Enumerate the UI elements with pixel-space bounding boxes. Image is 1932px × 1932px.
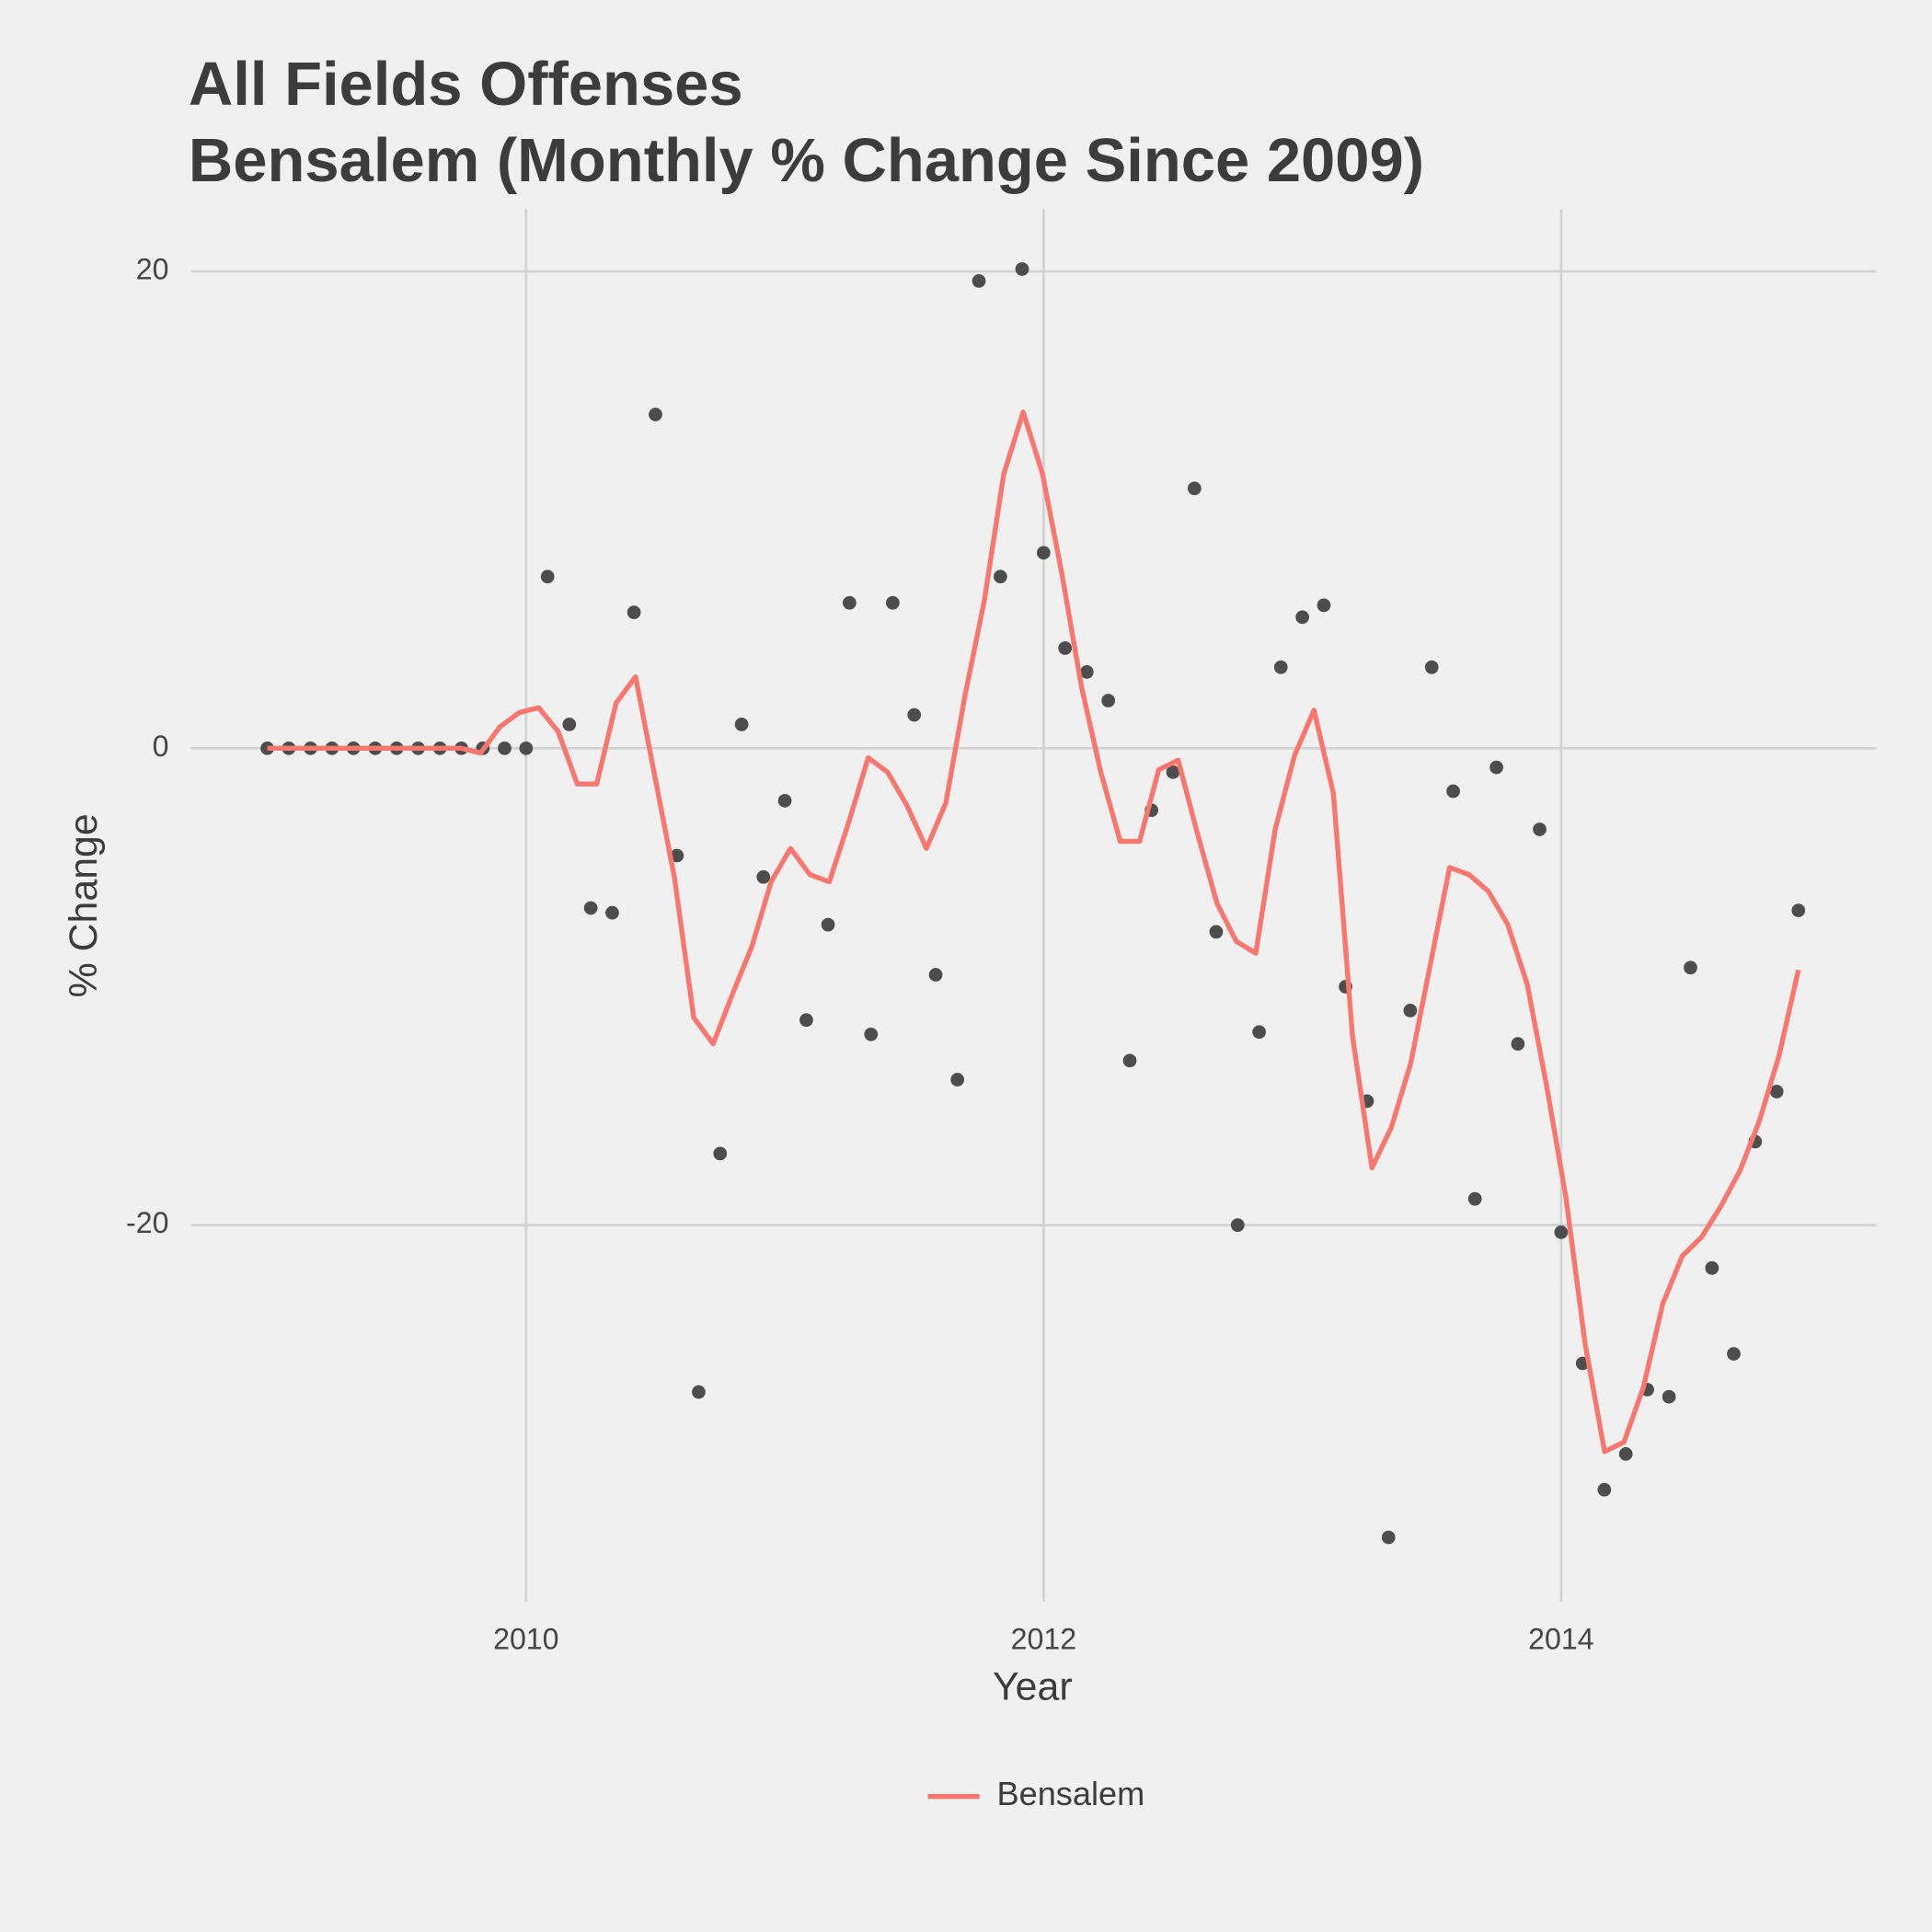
point xyxy=(519,741,534,755)
point xyxy=(1554,1225,1569,1239)
point xyxy=(1791,903,1806,917)
point xyxy=(821,917,835,932)
point xyxy=(498,741,512,755)
x-tick-label: 2010 xyxy=(493,1622,558,1655)
point xyxy=(1597,1482,1612,1497)
x-tick-label: 2012 xyxy=(1011,1622,1076,1655)
point xyxy=(713,1146,728,1161)
point xyxy=(777,793,792,808)
point xyxy=(1317,598,1331,613)
point xyxy=(843,595,857,610)
y-tick-label: -20 xyxy=(126,1206,168,1239)
point xyxy=(692,1385,706,1399)
point xyxy=(1230,1218,1245,1232)
point xyxy=(799,1013,813,1028)
point xyxy=(756,869,771,884)
point xyxy=(864,1027,879,1041)
point xyxy=(649,408,662,421)
point xyxy=(583,901,598,915)
point xyxy=(1187,481,1202,496)
point xyxy=(260,741,274,755)
point xyxy=(627,605,641,619)
point xyxy=(928,968,943,982)
point xyxy=(1273,660,1288,674)
point xyxy=(994,569,1007,584)
point xyxy=(886,595,900,610)
y-tick-label: 0 xyxy=(153,730,169,763)
point xyxy=(1424,660,1439,674)
point xyxy=(540,569,555,584)
legend-label: Bensalem xyxy=(996,1775,1144,1812)
point xyxy=(1252,1025,1267,1040)
point xyxy=(907,707,922,722)
point xyxy=(1705,1260,1719,1275)
point xyxy=(1166,765,1180,779)
point xyxy=(1079,665,1094,679)
point xyxy=(1209,925,1224,939)
point xyxy=(1058,641,1073,655)
point xyxy=(972,274,986,288)
point xyxy=(1769,1085,1784,1098)
point xyxy=(1511,1037,1525,1052)
y-axis-title: % Change xyxy=(62,813,106,997)
point xyxy=(1403,1004,1418,1018)
point xyxy=(1662,1389,1676,1404)
point xyxy=(1295,610,1309,625)
chart-title: All Fields Offenses xyxy=(189,50,743,119)
x-tick-label: 2014 xyxy=(1528,1622,1593,1655)
point xyxy=(1122,1053,1137,1068)
point xyxy=(1101,694,1116,707)
point xyxy=(1533,822,1547,836)
point xyxy=(1467,1191,1482,1206)
point xyxy=(605,905,619,920)
point xyxy=(1381,1530,1396,1545)
y-tick-label: 20 xyxy=(136,253,169,286)
point xyxy=(734,718,749,731)
point xyxy=(562,718,577,731)
point xyxy=(950,1073,965,1087)
point xyxy=(1684,960,1697,975)
point xyxy=(1727,1347,1741,1361)
chart-subtitle: Bensalem (Monthly % Change Since 2009) xyxy=(189,126,1424,195)
point xyxy=(1036,546,1051,560)
point xyxy=(1446,784,1460,799)
point xyxy=(1015,262,1029,276)
line xyxy=(267,409,1801,1455)
point xyxy=(1618,1447,1633,1461)
point xyxy=(670,848,684,863)
point xyxy=(1489,760,1503,775)
x-axis-title: Year xyxy=(993,1664,1073,1708)
